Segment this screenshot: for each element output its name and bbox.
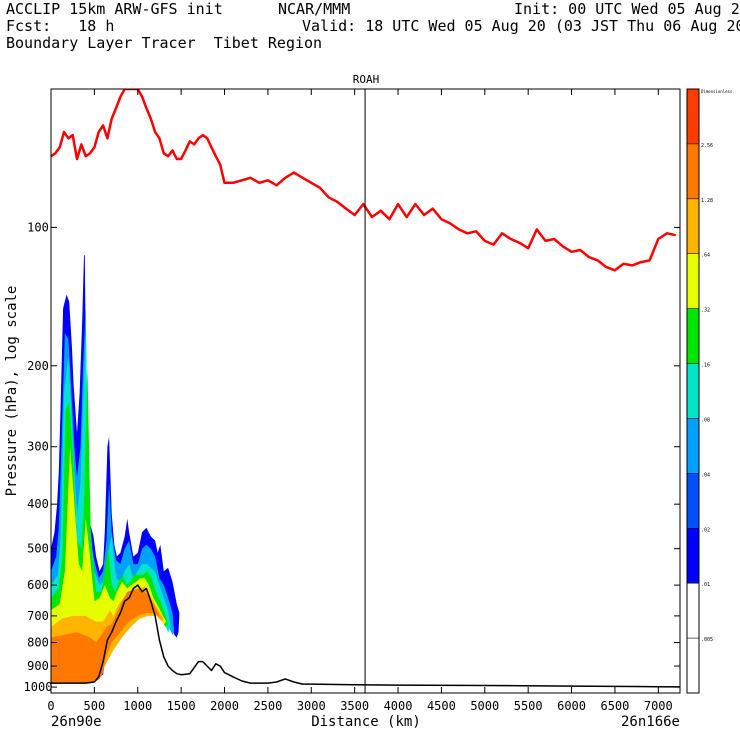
colorbar-frame xyxy=(686,88,700,694)
x-tick-label: 500 xyxy=(84,699,106,713)
x-tick-label: 1000 xyxy=(123,699,152,713)
colorbar-label: .005 xyxy=(701,637,713,643)
header-line1-right: Init: 00 UTC Wed 05 Aug 20 xyxy=(514,0,740,18)
y-tick-label: 600 xyxy=(27,578,49,592)
plot-frame xyxy=(50,88,681,694)
colorbar-segment xyxy=(687,583,699,639)
header-line1-center: NCAR/MMM xyxy=(278,0,351,18)
y-tick-label: 300 xyxy=(27,440,49,454)
colorbar-segment xyxy=(687,638,699,693)
x-tick-label: 5500 xyxy=(514,699,543,713)
colorbar-segment xyxy=(687,418,699,474)
colorbar-segment xyxy=(687,253,699,309)
tropopause-line xyxy=(51,89,676,272)
y-tick-label: 100 xyxy=(27,220,49,234)
y-tick-label: 800 xyxy=(27,636,49,650)
chart-title: ROAH xyxy=(353,73,380,86)
tracer-contour-2p56 xyxy=(51,588,162,684)
y-tick-label: 500 xyxy=(27,542,49,556)
endpoint-left-label: 26n90e xyxy=(51,714,102,730)
x-tick-label: 1500 xyxy=(167,699,196,713)
colorbar-label: .04 xyxy=(701,472,710,478)
x-axis-label: Distance (km) xyxy=(311,714,421,730)
x-tick-label: 5000 xyxy=(470,699,499,713)
colorbar-label: 1.28 xyxy=(701,198,713,204)
colorbar-title: Dimensionless xyxy=(701,89,733,94)
x-tick-label: 2500 xyxy=(253,699,282,713)
x-tick-label: 2000 xyxy=(210,699,239,713)
header-line3-left: Boundary Layer Tracer Tibet Region xyxy=(6,34,323,52)
colorbar-label: 2.56 xyxy=(701,143,713,149)
colorbar-segment xyxy=(687,363,699,419)
colorbar-label: .01 xyxy=(701,582,710,588)
x-tick-label: 6000 xyxy=(557,699,586,713)
y-axis-label: Pressure (hPa), log scale xyxy=(4,286,20,497)
colorbar-segment xyxy=(687,528,699,584)
endpoint-right-label: 26n166e xyxy=(621,714,680,730)
x-tick-label: 6500 xyxy=(600,699,629,713)
header-line2-left: Fcst: 18 h xyxy=(6,17,115,35)
x-tick-label: 3500 xyxy=(340,699,369,713)
colorbar-label: .08 xyxy=(701,417,710,423)
colorbar-segment xyxy=(687,198,699,254)
y-tick-label: 900 xyxy=(27,659,49,673)
x-tick-label: 4000 xyxy=(384,699,413,713)
header-line2-right: Valid: 18 UTC Wed 05 Aug 20 (03 JST Thu … xyxy=(302,17,740,35)
colorbar-label: .64 xyxy=(701,253,710,259)
x-tick-label: 0 xyxy=(47,699,54,713)
colorbar-label: .32 xyxy=(701,308,710,314)
header-line1-left: ACCLIP 15km ARW-GFS init xyxy=(6,0,223,18)
y-tick-label: 700 xyxy=(27,609,49,623)
x-tick-label: 7000 xyxy=(644,699,673,713)
y-tick-label: 200 xyxy=(27,359,49,373)
colorbar-label: .16 xyxy=(701,363,710,369)
terrain-line xyxy=(51,584,680,688)
colorbar-label: .02 xyxy=(701,527,710,533)
colorbar-segment xyxy=(687,89,699,144)
x-tick-label: 4500 xyxy=(427,699,456,713)
x-tick-label: 3000 xyxy=(297,699,326,713)
y-tick-label: 1000 xyxy=(24,680,53,694)
colorbar-segment xyxy=(687,143,699,199)
colorbar-segment xyxy=(687,308,699,364)
colorbar-segment xyxy=(687,473,699,529)
y-tick-label: 400 xyxy=(27,497,49,511)
